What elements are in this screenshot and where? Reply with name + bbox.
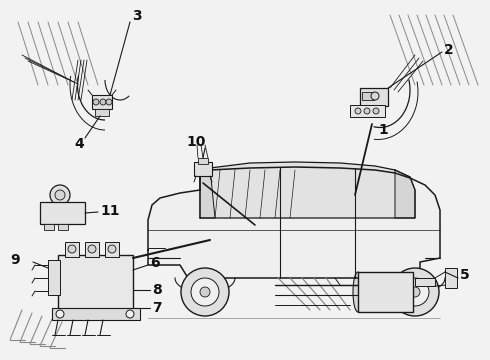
Bar: [58, 255, 133, 310]
Text: 5: 5: [460, 268, 470, 282]
Bar: [58, 224, 68, 230]
Bar: [65, 242, 79, 257]
Bar: [362, 92, 374, 100]
Text: 2: 2: [444, 43, 454, 57]
Text: 7: 7: [152, 301, 162, 315]
Text: 10: 10: [186, 135, 206, 149]
Polygon shape: [395, 170, 415, 218]
Text: 6: 6: [150, 256, 160, 270]
Polygon shape: [148, 167, 440, 278]
Bar: [92, 95, 112, 109]
Circle shape: [391, 268, 439, 316]
Bar: [445, 268, 457, 288]
Text: 3: 3: [132, 9, 142, 23]
Bar: [40, 202, 85, 224]
Circle shape: [410, 287, 420, 297]
Circle shape: [56, 310, 64, 318]
Text: 1: 1: [378, 123, 388, 137]
Bar: [44, 224, 54, 230]
Circle shape: [355, 108, 361, 114]
Circle shape: [55, 190, 65, 200]
Bar: [105, 242, 119, 257]
Bar: [350, 105, 385, 117]
Ellipse shape: [408, 272, 418, 312]
Bar: [52, 308, 140, 320]
Bar: [194, 162, 212, 176]
Bar: [85, 242, 99, 257]
Bar: [198, 158, 208, 164]
Ellipse shape: [353, 272, 363, 312]
Polygon shape: [200, 168, 215, 218]
Circle shape: [108, 245, 116, 253]
Polygon shape: [200, 162, 415, 218]
Circle shape: [100, 99, 106, 105]
Circle shape: [401, 278, 429, 306]
Bar: [358, 272, 413, 312]
Circle shape: [364, 108, 370, 114]
Circle shape: [93, 99, 99, 105]
Text: 8: 8: [152, 283, 162, 297]
Circle shape: [191, 278, 219, 306]
Bar: [48, 260, 60, 295]
Text: 11: 11: [100, 204, 120, 218]
Circle shape: [181, 268, 229, 316]
Circle shape: [371, 92, 379, 100]
Circle shape: [88, 245, 96, 253]
Circle shape: [200, 287, 210, 297]
Circle shape: [126, 310, 134, 318]
Bar: [415, 278, 435, 286]
Text: 4: 4: [74, 137, 84, 151]
Circle shape: [50, 185, 70, 205]
Bar: [360, 88, 388, 106]
Circle shape: [68, 245, 76, 253]
Bar: [95, 109, 109, 116]
Circle shape: [373, 108, 379, 114]
Text: 9: 9: [10, 253, 20, 267]
Circle shape: [106, 99, 112, 105]
